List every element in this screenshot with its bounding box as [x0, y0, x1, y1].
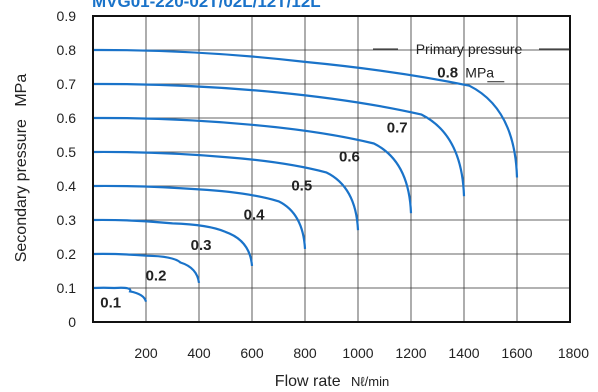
y-axis-title: Secondary pressure MPa: [13, 74, 30, 263]
pressure-curve-0.2: [92, 252, 201, 284]
pressure-curves: [92, 48, 519, 302]
pressure-curve-0.1: [92, 286, 148, 302]
curve-label-0.2: 0.2: [146, 268, 167, 285]
y-tick-label: 0: [68, 314, 76, 330]
primary-pressure-annotation: Primary pressure: [373, 41, 570, 57]
x-tick-label: 400: [187, 345, 211, 361]
plot-frame: [92, 15, 571, 323]
y-tick-labels: 0 0.1 0.2 0.3 0.4 0.5 0.6 0.7 0.8 0.9: [57, 8, 77, 330]
y-tick-label: 0.9: [57, 8, 77, 24]
x-axis-title: Flow rate Nℓ/min: [275, 373, 389, 390]
curve-labels: 0.1 0.2 0.3 0.4 0.5 0.6 0.7 0.8 MPa: [100, 65, 505, 311]
x-tick-label: 600: [240, 345, 264, 361]
grid: [93, 16, 570, 322]
y-axis-label: Secondary pressure: [13, 119, 30, 262]
chart-title: MVG01-220-02T/02L/12T/12L: [92, 0, 321, 11]
curve-label-0.7: 0.7: [387, 120, 408, 137]
primary-pressure-label: Primary pressure: [416, 41, 523, 57]
curve-label-unit: MPa: [465, 65, 494, 81]
y-tick-label: 0.6: [57, 110, 77, 126]
pressure-curve-0.4: [92, 184, 307, 249]
x-axis-label: Flow rate: [275, 373, 341, 390]
pressure-curve-0.6: [92, 116, 413, 214]
x-tick-label: 800: [293, 345, 317, 361]
y-tick-label: 0.2: [57, 246, 77, 262]
x-tick-label: 1200: [395, 345, 426, 361]
y-axis-unit: MPa: [13, 74, 30, 107]
plot-border: [92, 15, 571, 323]
y-tick-label: 0.1: [57, 280, 77, 296]
x-tick-labels: 200 400 600 800 1000 1200 1400 1600 1800: [134, 345, 589, 361]
x-axis-unit: Nℓ/min: [351, 374, 389, 389]
pressure-curve-0.3: [92, 218, 254, 267]
x-tick-label: 1600: [501, 345, 532, 361]
y-tick-label: 0.4: [57, 178, 77, 194]
pressure-curve-0.5: [92, 150, 360, 231]
curve-label-0.6: 0.6: [339, 149, 360, 166]
curve-label-0.8: 0.8: [437, 65, 458, 82]
x-tick-label: 200: [134, 345, 158, 361]
pressure-curve-0.8: [92, 48, 519, 178]
y-tick-label: 0.8: [57, 42, 77, 58]
y-tick-label: 0.5: [57, 144, 77, 160]
y-tick-label: 0.7: [57, 76, 77, 92]
x-tick-label: 1800: [558, 345, 589, 361]
x-tick-label: 1000: [342, 345, 373, 361]
y-tick-label: 0.3: [57, 212, 77, 228]
curve-label-0.4: 0.4: [244, 206, 266, 223]
curve-label-0.3: 0.3: [191, 237, 212, 254]
curve-label-0.1: 0.1: [100, 294, 121, 311]
pressure-curve-0.7: [92, 82, 466, 197]
x-tick-label: 1400: [448, 345, 479, 361]
curve-label-0.5: 0.5: [291, 177, 312, 194]
